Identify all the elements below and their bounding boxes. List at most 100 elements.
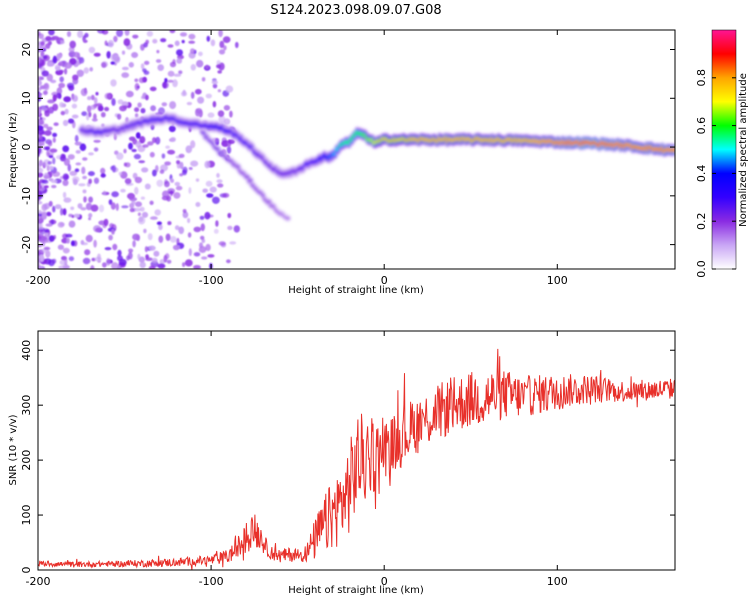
y-tick-label: 20 (20, 43, 33, 57)
ridge-cell (215, 148, 221, 151)
noise-blob (48, 165, 54, 170)
noise-blob (41, 179, 49, 184)
noise-blob (212, 83, 218, 89)
noise-blob (138, 160, 145, 164)
noise-blob (97, 253, 101, 260)
noise-blob (57, 53, 62, 59)
noise-blob (182, 211, 189, 219)
noise-blob (38, 141, 42, 149)
noise-blob (154, 209, 161, 216)
noise-blob (181, 39, 185, 44)
noise-blob (206, 35, 211, 42)
noise-blob (110, 79, 117, 87)
noise-blob (169, 61, 177, 68)
noise-blob (217, 110, 225, 117)
noise-blob (145, 254, 150, 260)
spectrogram-xlabel: Height of straight line (km) (288, 285, 424, 296)
noise-blob (43, 185, 49, 189)
noise-blob (164, 161, 172, 166)
noise-blob (131, 200, 136, 205)
noise-blob (42, 55, 48, 60)
noise-blob (175, 185, 183, 191)
noise-blob (227, 225, 233, 231)
noise-blob (226, 146, 232, 154)
noise-blob (174, 40, 180, 47)
noise-blob (41, 203, 48, 211)
noise-blob (217, 183, 224, 188)
noise-blob (45, 250, 51, 258)
noise-blob (51, 35, 60, 41)
noise-blob (201, 77, 206, 82)
noise-blob (44, 246, 50, 250)
noise-blob (51, 184, 57, 189)
noise-blob (52, 94, 57, 102)
noise-blob (58, 82, 66, 89)
noise-blob (167, 188, 175, 194)
noise-blob (229, 241, 237, 245)
noise-blob (71, 114, 79, 119)
noise-blob (57, 40, 61, 45)
noise-blob (187, 217, 191, 224)
noise-blob (217, 70, 222, 74)
ridge-cell (201, 132, 207, 135)
noise-blob (72, 176, 80, 183)
noise-blob (69, 170, 78, 176)
noise-blob (86, 112, 90, 121)
noise-blob (235, 41, 239, 49)
noise-blob (222, 192, 230, 198)
noise-blob (134, 176, 143, 184)
noise-blob (100, 112, 106, 118)
noise-blob (71, 103, 78, 109)
noise-blob (160, 38, 167, 43)
noise-blob (218, 241, 226, 246)
noise-blob (170, 137, 176, 142)
noise-blob (82, 175, 87, 180)
noise-blob (221, 140, 230, 147)
noise-blob (64, 174, 70, 180)
noise-blob (201, 256, 208, 260)
noise-blob (134, 83, 140, 91)
noise-blob (57, 221, 65, 228)
y-tick-label: 100 (20, 505, 33, 526)
noise-blob (155, 136, 161, 145)
noise-blob (50, 179, 58, 184)
noise-blob (157, 64, 164, 71)
noise-blob (128, 248, 134, 253)
noise-blob (79, 143, 87, 151)
noise-blob (174, 181, 181, 187)
noise-blob (216, 64, 222, 69)
noise-blob (38, 33, 44, 39)
noise-blob (108, 234, 113, 241)
noise-blob (69, 40, 76, 49)
noise-blob (46, 149, 50, 157)
noise-blob (172, 79, 178, 88)
noise-blob (152, 137, 157, 144)
noise-blob (84, 32, 89, 38)
noise-blob (169, 30, 176, 34)
noise-blob (62, 119, 69, 127)
noise-blob (176, 49, 183, 56)
noise-blob (43, 123, 49, 129)
noise-blob (93, 239, 97, 248)
noise-blob (194, 88, 202, 95)
noise-blob (167, 70, 175, 77)
y-tick-label: 0 (20, 144, 33, 151)
noise-blob (38, 107, 42, 115)
noise-blob (223, 45, 227, 51)
ridge-cell (672, 148, 675, 152)
noise-blob (149, 151, 155, 158)
noise-blob (129, 197, 138, 202)
noise-blob (176, 58, 183, 64)
noise-blob (223, 118, 231, 125)
noise-blob (188, 40, 196, 44)
noise-blob (39, 106, 48, 112)
noise-blob (100, 173, 106, 178)
noise-blob (134, 107, 140, 113)
noise-blob (165, 233, 171, 241)
colorbar-tick-label: 0.6 (695, 117, 708, 135)
noise-blob (135, 132, 141, 139)
noise-blob (85, 202, 93, 211)
snr-axes: -200 -100 0 100 0 100 200 300 400 (20, 331, 675, 588)
noise-blob (218, 115, 226, 123)
noise-blob (97, 30, 105, 34)
